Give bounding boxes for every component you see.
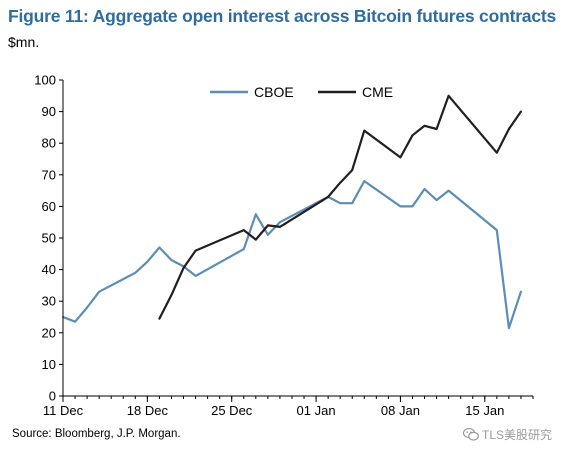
y-tick-label: 40 (42, 262, 56, 277)
x-tick-label: 25 Dec (211, 403, 253, 418)
watermark-text: TLS美股研究 (482, 428, 553, 442)
y-tick-label: 20 (42, 325, 56, 340)
y-tick-label: 0 (49, 389, 56, 404)
x-tick-label: 11 Dec (43, 403, 84, 418)
x-tick-label: 08 Jan (381, 403, 420, 418)
x-tick-label: 15 Jan (465, 403, 504, 418)
chart-title: Figure 11: Aggregate open interest acros… (8, 6, 557, 26)
y-tick-label: 60 (42, 199, 56, 214)
axes-layer: 0 10 20 30 40 50 60 70 80 90 100 11 Dec 18 Dec 25 Dec… (34, 73, 534, 418)
y-tick-label: 80 (42, 136, 56, 151)
series-layer (61, 94, 523, 330)
x-tick-label: 01 Jan (297, 403, 336, 418)
legend-label-cboe: CBOE (254, 84, 294, 100)
legend: CBOE CME (210, 84, 393, 100)
source-note: Source: Bloomberg, J.P. Morgan. (12, 428, 181, 440)
y-tick-label: 90 (42, 104, 56, 119)
y-axis-unit-label: $mn. (8, 34, 40, 50)
y-tick-label: 100 (34, 73, 56, 88)
x-tick-label: 18 Dec (127, 403, 169, 418)
y-tick-label: 50 (42, 231, 56, 246)
y-tick-label: 10 (42, 357, 56, 372)
series-line-cboe (61, 180, 523, 330)
watermark: TLS美股研究 (463, 426, 552, 443)
legend-label-cme: CME (362, 84, 393, 100)
wechat-icon (463, 428, 479, 441)
y-tick-label: 30 (42, 294, 56, 309)
y-tick-label: 70 (42, 167, 56, 182)
series-line-cme (158, 94, 523, 320)
